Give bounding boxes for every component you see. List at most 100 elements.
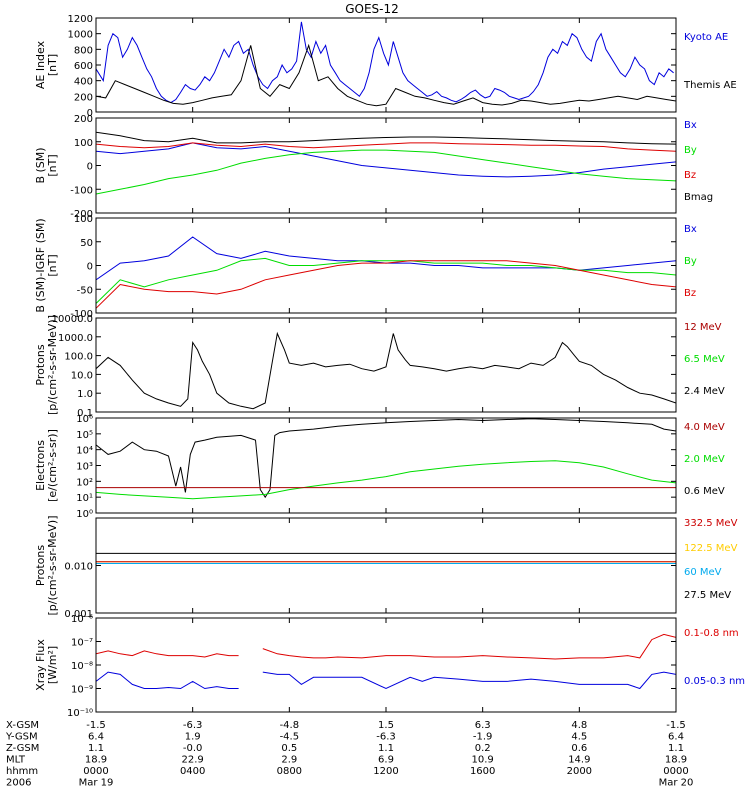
legend-0-1-0-8-nm: 0.1-0.8 nm: [684, 628, 739, 639]
panel-frame: [95, 217, 677, 314]
panel-frame: [95, 117, 677, 214]
ephem-value: 2.9: [281, 755, 297, 766]
y-tick-label: 800: [74, 45, 93, 56]
ephem-value: 1.1: [88, 743, 104, 754]
y-axis-label: B (SM)-IGRF (SM): [34, 218, 47, 312]
ephem-row-label: Y-GSM: [5, 732, 38, 743]
ephem-value: 0.5: [281, 743, 297, 754]
y-tick-label: 10⁴: [76, 446, 93, 457]
series-line-bx: [96, 236, 676, 281]
legend-themis-ae: Themis AE: [683, 80, 737, 91]
series-line-bmag: [96, 131, 676, 145]
ephem-value: 2000: [567, 766, 592, 777]
y-axis-label: AE Index: [34, 40, 47, 89]
ephem-value: 0.6: [571, 743, 587, 754]
series-line-2-4-mev: [96, 331, 676, 410]
panel-2: -200 -100 0 100 200 B (SM) [nT] Bx By Bz Bmag: [34, 114, 713, 220]
panel-frame: [95, 517, 677, 614]
y-tick-label: 0.1: [77, 408, 93, 419]
ephem-row-label: hhmm: [6, 766, 38, 777]
ephem-value: -4.8: [280, 720, 300, 731]
legend-2-4-mev: 2.4 MeV: [684, 386, 725, 397]
ephem-value: 1.1: [378, 743, 394, 754]
ephem-value: 0400: [180, 766, 205, 777]
y-tick-label: 100.0: [64, 352, 93, 363]
y-axis-label: B (SM): [34, 147, 47, 183]
y-axis-unit: [p/(cm²-s-sr-MeV)]: [46, 315, 59, 415]
legend-by: By: [684, 145, 697, 156]
legend-332-5-mev: 332.5 MeV: [684, 518, 738, 529]
y-tick-label: 10⁻¹⁰: [67, 708, 93, 719]
y-axis-unit: [nT]: [46, 54, 59, 76]
ephem-value: 6.9: [378, 755, 394, 766]
panel-4: 0.1 1.0 10.0 100.0 1000.0 10000.0 Protons [p/(c…: [34, 314, 725, 419]
ephem-value: -4.5: [280, 732, 300, 743]
ephem-row-label: Z-GSM: [6, 743, 39, 754]
y-tick-label: -50: [77, 285, 93, 296]
y-tick-label: 10²: [76, 477, 93, 488]
legend-6-5-mev: 6.5 MeV: [684, 354, 725, 365]
y-tick-label: 0.010: [64, 562, 93, 573]
y-tick-label: 1200: [68, 14, 93, 25]
series-line-themis-ae: [96, 43, 676, 107]
y-tick-label: 10³: [76, 462, 93, 473]
y-tick-label: -200: [70, 209, 93, 220]
y-tick-label: -100: [70, 185, 93, 196]
ephem-value: 14.9: [568, 755, 590, 766]
y-axis-label: Xray Flux: [34, 639, 47, 691]
ephem-value: 4.5: [571, 732, 587, 743]
x-axis-ephemeris: X-GSM -1.5 -6.3 -4.8 1.5 6.3 4.8 -1.5Y-GSM 6.4 1.…: [5, 720, 693, 789]
y-axis-label: Protons: [34, 545, 47, 586]
panel-1: 0 200 400 600 800 1000 1200 AE Index [nT] Kyoto A…: [34, 14, 737, 119]
ephem-value: 6.4: [88, 732, 104, 743]
ephem-row-label: MLT: [6, 755, 26, 766]
legend-4-0-mev: 4.0 MeV: [684, 422, 725, 433]
y-tick-label: 600: [74, 61, 93, 72]
ephem-value: Mar 20: [659, 778, 694, 789]
y-tick-label: 10⁻⁶: [71, 614, 93, 625]
ephem-value: -6.3: [183, 720, 203, 731]
legend-12-mev: 12 MeV: [684, 322, 722, 333]
ephem-value: 1200: [373, 766, 398, 777]
y-axis-unit: [e/(cm²-s-sr)]: [46, 429, 59, 502]
y-axis-unit: [W/m²]: [46, 646, 59, 684]
ephem-row-label: X-GSM: [6, 720, 39, 731]
y-tick-label: 10⁻⁷: [71, 638, 93, 649]
y-tick-label: 100: [74, 214, 93, 225]
ephem-value: -1.5: [86, 720, 106, 731]
y-tick-label: 10⁶: [76, 414, 93, 425]
ephem-value: 4.8: [571, 720, 587, 731]
panel-frame: [95, 417, 677, 514]
ephem-value: 1.9: [185, 732, 201, 743]
y-tick-label: 10000.0: [52, 314, 93, 325]
y-tick-label: 0: [87, 108, 93, 119]
panel-5: 10⁰ 10¹ 10² 10³ 10⁴ 10⁵ 10⁶ Electrons [e/(cm²-s-…: [34, 414, 725, 520]
y-tick-label: 200: [74, 114, 93, 125]
ephem-value: 0000: [663, 766, 688, 777]
legend-122-5-mev: 122.5 MeV: [684, 543, 738, 554]
legend-0-6-mev: 0.6 MeV: [684, 486, 725, 497]
y-axis-unit: [nT]: [46, 254, 59, 276]
series-line-by: [96, 149, 676, 195]
series-line-2-0-mev: [96, 460, 676, 500]
series-line-kyoto-ae: [96, 21, 674, 104]
series-line-by: [96, 257, 676, 304]
ephem-value: -1.5: [666, 720, 686, 731]
series-line-0-6-mev: [96, 418, 676, 499]
y-tick-label: 10.0: [71, 370, 93, 381]
ephem-value: -0.0: [183, 743, 203, 754]
chart-title: GOES-12: [345, 2, 399, 16]
legend-kyoto-ae: Kyoto AE: [684, 32, 728, 43]
y-tick-label: 200: [74, 92, 93, 103]
series-line-0-1-0-8-nm: [96, 633, 676, 660]
y-tick-label: 1000: [68, 30, 93, 41]
y-tick-label: 10⁵: [76, 430, 93, 441]
ephem-value: 18.9: [85, 755, 107, 766]
legend-bz: Bz: [684, 170, 696, 181]
series-line-bz: [96, 142, 676, 152]
ephem-value: 0.2: [475, 743, 491, 754]
ephem-value: -1.9: [473, 732, 493, 743]
y-tick-label: 1000.0: [58, 333, 93, 344]
series-line-0-05-0-3-nm: [96, 671, 676, 690]
